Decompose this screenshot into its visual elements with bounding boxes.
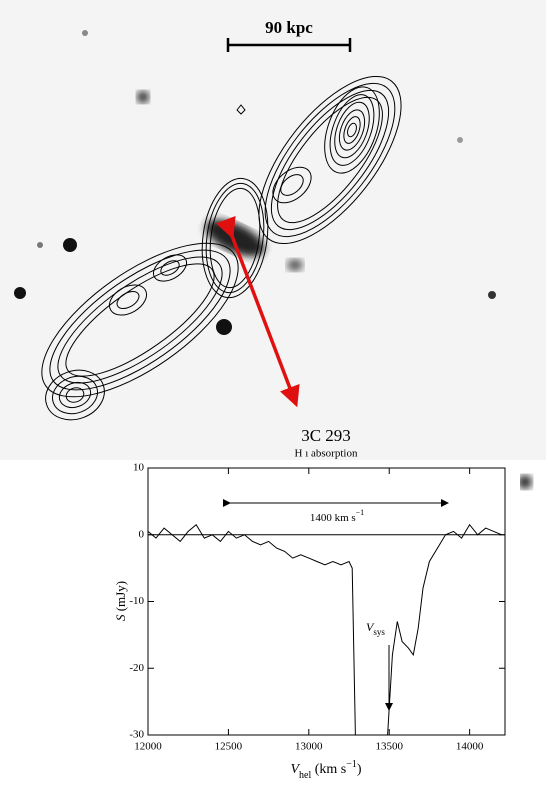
x-label-part: V xyxy=(290,762,300,777)
y-tick-label: 10 xyxy=(133,462,145,474)
x-tick-label: 13000 xyxy=(295,741,323,753)
y-label-part: S xyxy=(113,614,128,621)
y-tick-label: 0 xyxy=(139,528,145,540)
chart-subtitle: H ı absorption xyxy=(295,448,358,460)
x-tick-label: 13500 xyxy=(375,741,403,753)
span-label-part: 1400 km s xyxy=(310,512,356,524)
x-label-part: hel xyxy=(299,770,311,781)
scale-bar: 90 kpc xyxy=(226,18,352,52)
y-tick-label: -30 xyxy=(129,729,144,741)
y-axis-label: S (mJy) xyxy=(113,581,128,621)
vsys-label-part: sys xyxy=(373,627,385,637)
span-label-part: −1 xyxy=(356,508,365,517)
sky-image xyxy=(0,0,546,489)
span-label: 1400 km s−1 xyxy=(310,508,364,523)
y-tick-label: -10 xyxy=(129,595,144,607)
spectrum-line xyxy=(148,523,502,735)
scale-bar-label: 90 kpc xyxy=(265,18,313,37)
x-label-part: (km s xyxy=(311,762,346,777)
chart-title: 3C 293 xyxy=(301,426,351,445)
plot-background xyxy=(110,460,520,785)
x-axis-label: Vhel (km s−1) xyxy=(290,759,361,781)
x-tick-label: 12000 xyxy=(134,741,162,753)
x-tick-label: 12500 xyxy=(215,741,243,753)
y-tick-label: -20 xyxy=(129,662,144,674)
vsys-label: Vsys xyxy=(366,620,385,637)
x-label-part: ) xyxy=(357,762,362,777)
x-label-part: −1 xyxy=(346,759,357,770)
pointer-arrow xyxy=(215,215,300,408)
y-label-part: (mJy) xyxy=(113,581,128,615)
x-tick-label: 14000 xyxy=(456,741,484,753)
vsys-label-part: V xyxy=(366,620,375,634)
